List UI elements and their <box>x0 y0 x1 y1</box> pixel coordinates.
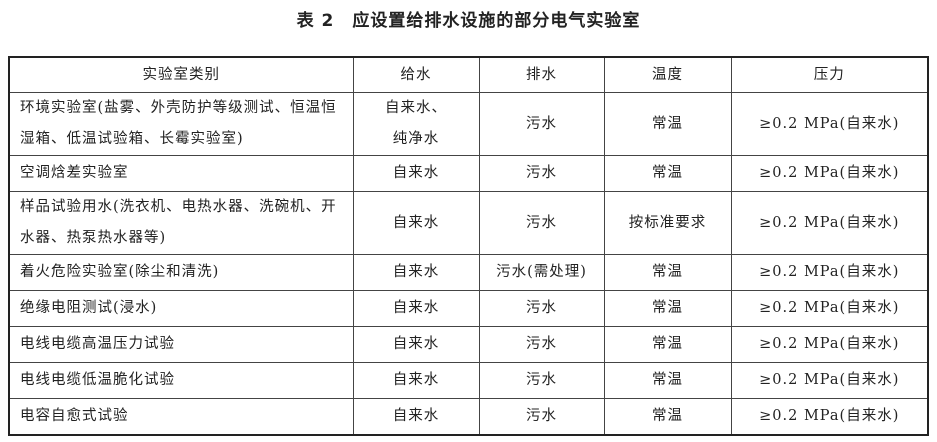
cell-pressure: ≥0.2 MPa(自来水) <box>730 362 929 399</box>
cell-temperature: 按标准要求 <box>603 191 732 255</box>
cell-lab-category: 绝缘电阻测试(浸水) <box>8 290 354 327</box>
table-row: 电线电缆高温压力试验 自来水 污水 常温 ≥0.2 MPa(自来水) <box>8 326 929 363</box>
cell-water-supply: 自来水 <box>352 326 480 363</box>
cell-drainage: 污水 <box>478 191 605 255</box>
cell-pressure: ≥0.2 MPa(自来水) <box>730 326 929 363</box>
cell-water-supply: 自来水、纯净水 <box>352 92 480 156</box>
cell-drainage: 污水 <box>478 155 605 192</box>
cell-drainage: 污水 <box>478 398 605 436</box>
table-row: 着火危险实验室(除尘和清洗) 自来水 污水(需处理) 常温 ≥0.2 MPa(自来水) <box>8 254 929 291</box>
header-pressure: 压力 <box>730 56 929 93</box>
header-drainage: 排水 <box>478 56 605 93</box>
cell-drainage: 污水 <box>478 92 605 156</box>
table-row: 样品试验用水(洗衣机、电热水器、洗碗机、开水器、热泵热水器等) 自来水 污水 按标准要… <box>8 191 929 255</box>
table-title: 表 2 应设置给排水设施的部分电气实验室 <box>296 11 641 31</box>
header-row: 实验室类别 给水 排水 温度 压力 <box>8 56 929 93</box>
cell-temperature: 常温 <box>603 362 732 399</box>
cell-temperature: 常温 <box>603 290 732 327</box>
cell-drainage: 污水 <box>478 326 605 363</box>
cell-drainage: 污水 <box>478 362 605 399</box>
cell-drainage: 污水 <box>478 290 605 327</box>
table-row: 空调焓差实验室 自来水 污水 常温 ≥0.2 MPa(自来水) <box>8 155 929 192</box>
cell-temperature: 常温 <box>603 155 732 192</box>
cell-pressure: ≥0.2 MPa(自来水) <box>730 155 929 192</box>
cell-lab-category: 着火危险实验室(除尘和清洗) <box>8 254 354 291</box>
cell-pressure: ≥0.2 MPa(自来水) <box>730 191 929 255</box>
cell-pressure: ≥0.2 MPa(自来水) <box>730 254 929 291</box>
table-row: 电容自愈式试验 自来水 污水 常温 ≥0.2 MPa(自来水) <box>8 398 929 436</box>
cell-pressure: ≥0.2 MPa(自来水) <box>730 290 929 327</box>
header-temperature: 温度 <box>603 56 732 93</box>
table-row: 绝缘电阻测试(浸水) 自来水 污水 常温 ≥0.2 MPa(自来水) <box>8 290 929 327</box>
cell-water-supply: 自来水 <box>352 155 480 192</box>
cell-lab-category: 电容自愈式试验 <box>8 398 354 436</box>
header-water-supply: 给水 <box>352 56 480 93</box>
cell-lab-category: 电线电缆低温脆化试验 <box>8 362 354 399</box>
table-row: 电线电缆低温脆化试验 自来水 污水 常温 ≥0.2 MPa(自来水) <box>8 362 929 399</box>
cell-lab-category: 环境实验室(盐雾、外壳防护等级测试、恒温恒湿箱、低温试验箱、长霉实验室) <box>8 92 354 156</box>
cell-water-supply: 自来水 <box>352 362 480 399</box>
cell-lab-category: 电线电缆高温压力试验 <box>8 326 354 363</box>
cell-water-supply: 自来水 <box>352 191 480 255</box>
cell-lab-category: 样品试验用水(洗衣机、电热水器、洗碗机、开水器、热泵热水器等) <box>8 191 354 255</box>
table-row: 环境实验室(盐雾、外壳防护等级测试、恒温恒湿箱、低温试验箱、长霉实验室) 自来水、… <box>8 92 929 156</box>
lab-table: 实验室类别 给水 排水 温度 压力 环境实验室(盐雾、外壳防护等级测试、恒温恒湿… <box>8 56 929 436</box>
cell-temperature: 常温 <box>603 92 732 156</box>
cell-temperature: 常温 <box>603 326 732 363</box>
cell-pressure: ≥0.2 MPa(自来水) <box>730 398 929 436</box>
cell-temperature: 常温 <box>603 398 732 436</box>
cell-lab-category: 空调焓差实验室 <box>8 155 354 192</box>
cell-pressure: ≥0.2 MPa(自来水) <box>730 92 929 156</box>
header-lab-category: 实验室类别 <box>8 56 354 93</box>
cell-water-supply: 自来水 <box>352 398 480 436</box>
cell-drainage: 污水(需处理) <box>478 254 605 291</box>
cell-temperature: 常温 <box>603 254 732 291</box>
cell-water-supply: 自来水 <box>352 254 480 291</box>
cell-water-supply: 自来水 <box>352 290 480 327</box>
